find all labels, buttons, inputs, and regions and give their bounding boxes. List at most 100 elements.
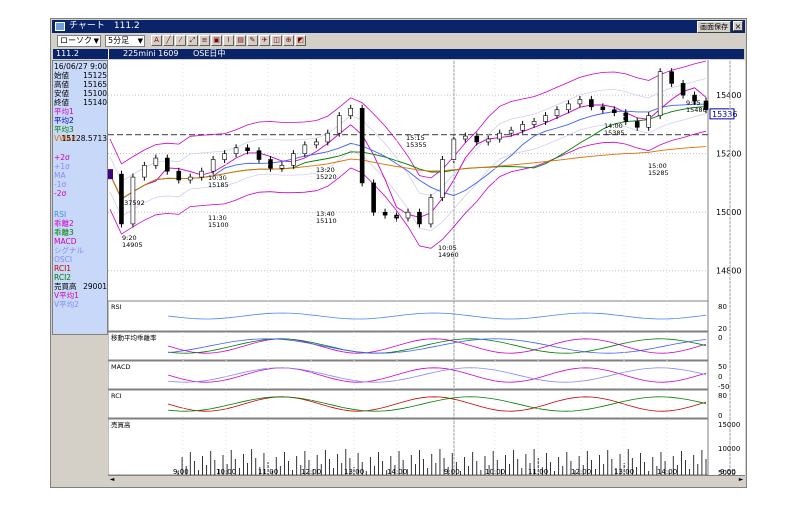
tool-button-4[interactable]: ⤢ [187,35,198,46]
time-axis-label: 9:00 [173,468,189,475]
tool-button-13[interactable]: ◩ [295,35,306,46]
interval-select[interactable]: 5分足 ▼ [105,35,145,47]
chevron-down-icon: ▼ [93,37,99,45]
candle-body [612,109,617,113]
candle-body [348,107,353,116]
indicator-line [167,396,707,412]
time-value: 9:00 [90,62,107,71]
tool-button-8[interactable]: ▤ [235,35,246,46]
subchart-frame [107,389,709,419]
indicator-row-label: V平均1 [54,291,79,300]
candle-body [256,150,262,160]
ohlc-row-value: 15100 [83,89,107,98]
subchart-frame [107,300,709,332]
annotation-price: 15355 [406,141,427,149]
indicator-row-label: OSCI [54,255,73,264]
annotation-price: 15480 [686,106,707,114]
indicator-line [167,338,707,354]
tool-button-6[interactable]: ▣ [211,35,222,46]
tool-button-9[interactable]: ✎ [247,35,258,46]
annotation-time: 11:30 [208,214,227,222]
subchart-axis-label: 0 [718,334,722,342]
ohlc-row-label: 安値 [54,89,69,98]
bollinger-band-line [109,130,707,249]
candle-body [703,100,709,111]
session-label: OSE日中 [193,49,226,58]
band-row: +1σ [54,162,107,171]
chevron-down-icon: ▼ [137,37,143,45]
title-bar[interactable]: チャート 111.2 画面保存 × [52,20,745,33]
tool-button-10[interactable]: ✈ [259,35,270,46]
subchart-title: RSI [111,303,122,311]
ohlc-row-value: 15140 [83,98,107,107]
annotation-time: 13:40 [316,210,335,218]
time-axis-label: 13:00 [614,468,634,475]
subchart-frame [107,360,709,390]
indicator-row: 乖離2 [54,219,107,228]
vwap-line [109,146,707,200]
tool-button-1[interactable]: A [151,35,162,46]
toolbar: ローソク ▼ 5分足 ▼ A ╱ ⁄ ⤢ ≡ ▣ ⌇ ▤ ✎ ✈ ◫ ⊕ ◩ [53,34,744,48]
indicator-line [167,338,707,354]
time-axis-label: 9:00 [444,468,460,475]
chart-type-select[interactable]: ローソク ▼ [57,35,101,47]
datetime-row: 16/06/27 9:00 [54,62,107,71]
annotation-time: 15:00 [648,162,667,170]
indicator-row: 売買高 29001 [54,282,107,291]
close-button[interactable]: × [733,21,743,31]
tool-button-2[interactable]: ╱ [163,35,174,46]
horizontal-scrollbar[interactable]: ◄ ► [108,475,745,484]
scroll-right-icon[interactable]: ► [738,476,744,483]
chart-canvas[interactable]: 15400 15200 15000 14800 15336 237592 9:2014905… [107,60,780,477]
candle-body [405,211,411,219]
candle-body [210,159,216,172]
subchart-axis-label: 5000 [718,469,736,475]
candle-body [325,132,331,143]
ohlc-row-value: 15165 [83,80,107,89]
chart-area[interactable]: 15400 15200 15000 14800 15336 237592 9:20 14905… [107,60,780,477]
save-screen-button[interactable]: 画面保存 [697,21,731,33]
current-price-box [709,108,735,120]
ohlc-row: 始値 15125 [54,71,107,80]
band-row-label: MA [54,171,66,180]
ohlc-row: 終値 15140 [54,98,107,107]
candle-body [463,135,468,140]
candle-body [165,157,170,172]
indicator-row: OSCI [54,255,107,264]
tool-button-11[interactable]: ◫ [271,35,282,46]
contract-label: 225mini 1609 [123,49,179,58]
time-axis-label: 11:00 [258,468,278,475]
moving-average-line [109,87,707,218]
annotation-time: 13:20 [316,166,335,174]
bollinger-band-line [109,78,707,197]
tool-button-7[interactable]: ⌇ [223,35,234,46]
ma-row-label: 平均2 [54,116,74,125]
candle-body [428,197,434,225]
tool-button-5[interactable]: ≡ [199,35,210,46]
indicator-row-label: 乖離3 [54,228,74,237]
candle-body [119,173,124,225]
candle-body [153,157,159,166]
current-price-label: 15336 [712,110,737,119]
data-window: 16/06/27 9:00 始値 15125 高値 15165 安値 15100 終値 151… [52,60,108,335]
subchart-axis-label: 0 [718,373,722,381]
indicator-row-label: V平均2 [54,300,79,309]
indicator-row: シグナル [54,246,107,255]
time-axis-label: 14:00 [657,468,677,475]
ohlc-row-label: 終値 [54,98,69,107]
indicator-line [167,396,707,412]
candle-body [669,71,674,84]
tool-button-12[interactable]: ⊕ [283,35,294,46]
ohlc-row: 高値 15165 [54,80,107,89]
time-axis-label: 14:00 [387,468,407,475]
annotation-price: 15385 [604,129,625,137]
tool-button-3[interactable]: ⁄ [175,35,186,46]
scroll-left-icon[interactable]: ◄ [109,476,115,483]
candle-body [589,99,594,108]
date-value: 16/06/27 [54,62,88,71]
subchart-axis-label: 10000 [718,445,740,453]
indicator-row: MACD [54,237,107,246]
time-axis-label: 11:00 [528,468,548,475]
indicator-row: RSI [54,210,107,219]
chart-type-value: ローソク [60,36,92,45]
